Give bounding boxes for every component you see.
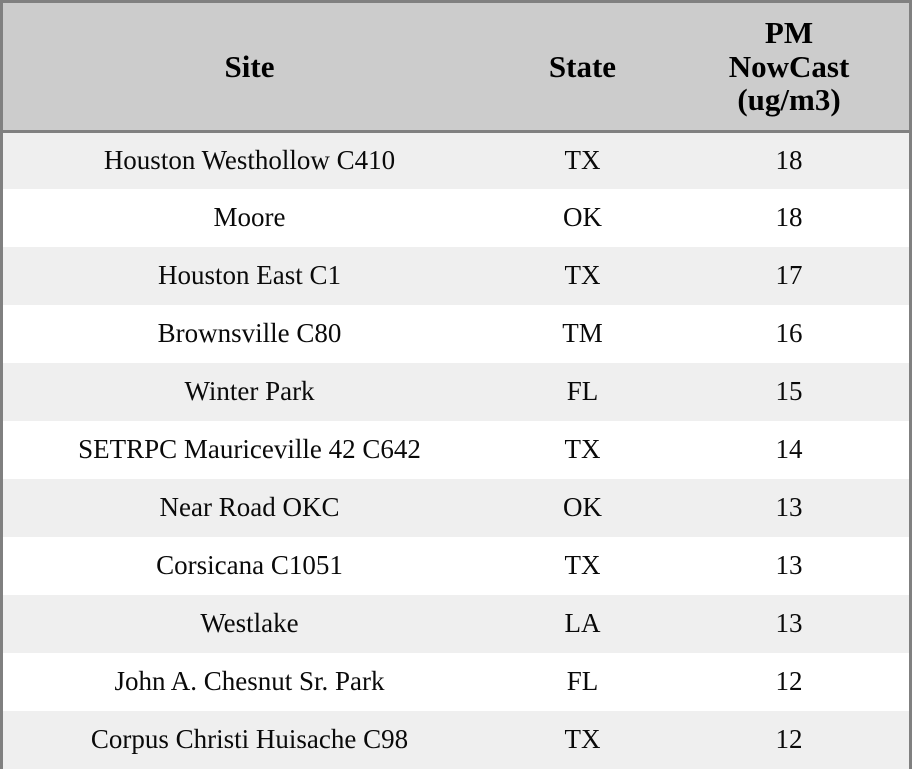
cell-site: Corsicana C1051 [156,550,343,581]
cell-state: OK [563,492,602,523]
cell-site: Houston Westhollow C410 [103,144,396,175]
cell-site: Houston East C1 [157,260,341,291]
table-row: Westlake LA 13 [3,595,909,653]
cell-state: FL [566,666,599,697]
cell-site: John A. Chesnut Sr. Park [114,666,385,697]
table-row: Moore OK 18 [3,189,909,247]
table-row: Houston Westhollow C410 TX 18 [3,131,909,189]
cell-site: Moore [213,202,286,233]
column-header-state-line-1: State [548,48,617,84]
column-header-pm-nowcast: PM NowCast (ug/m3) [669,3,909,133]
cell-pm-nowcast: 13 [775,492,803,523]
column-header-site-line-1: Site [224,48,275,84]
cell-site: Westlake [200,608,299,639]
column-header-pm-line-1: PM [764,15,814,51]
cell-state: TX [564,550,601,581]
cell-pm-nowcast: 15 [775,376,803,407]
cell-site: Brownsville C80 [157,318,342,349]
cell-site: SETRPC Mauriceville 42 C642 [78,434,421,465]
cell-state: TX [564,144,601,175]
table-row: Near Road OKC OK 13 [3,479,909,537]
cell-state: TX [564,260,601,291]
cell-pm-nowcast: 17 [775,260,803,291]
cell-site: Winter Park [184,376,315,407]
table-row: Winter Park FL 15 [3,363,909,421]
cell-state: TM [562,318,603,349]
cell-site: Corpus Christi Huisache C98 [90,724,409,755]
table-header: Site State PM NowCast (ug/m3) [3,3,909,133]
table-row: Brownsville C80 TM 16 [3,305,909,363]
cell-state: TX [564,434,601,465]
cell-pm-nowcast: 16 [775,318,803,349]
table-row: John A. Chesnut Sr. Park FL 12 [3,653,909,711]
cell-pm-nowcast: 12 [775,666,803,697]
column-header-state: State [496,3,669,133]
cell-pm-nowcast: 14 [775,434,803,465]
cell-pm-nowcast: 13 [775,608,803,639]
column-header-pm-line-2: NowCast [728,48,850,84]
table-row: Houston East C1 TX 17 [3,247,909,305]
cell-site: Near Road OKC [159,492,340,523]
table-row: Corsicana C1051 TX 13 [3,537,909,595]
cell-state: LA [564,608,601,639]
cell-pm-nowcast: 18 [775,144,803,175]
column-header-pm-line-3: (ug/m3) [737,81,841,117]
table-row: Corpus Christi Huisache C98 TX 12 [3,711,909,769]
cell-pm-nowcast: 18 [775,202,803,233]
cell-state: FL [566,376,599,407]
cell-pm-nowcast: 12 [775,724,803,755]
air-quality-table: Site State PM NowCast (ug/m3) Houston We… [3,3,909,769]
column-header-site: Site [3,3,496,133]
table-body: Houston Westhollow C410 TX 18 Moore OK 1… [3,131,909,769]
cell-state: OK [563,202,602,233]
cell-pm-nowcast: 13 [775,550,803,581]
table-header-row: Site State PM NowCast (ug/m3) [3,3,909,133]
table-row: SETRPC Mauriceville 42 C642 TX 14 [3,421,909,479]
cell-state: TX [564,724,601,755]
